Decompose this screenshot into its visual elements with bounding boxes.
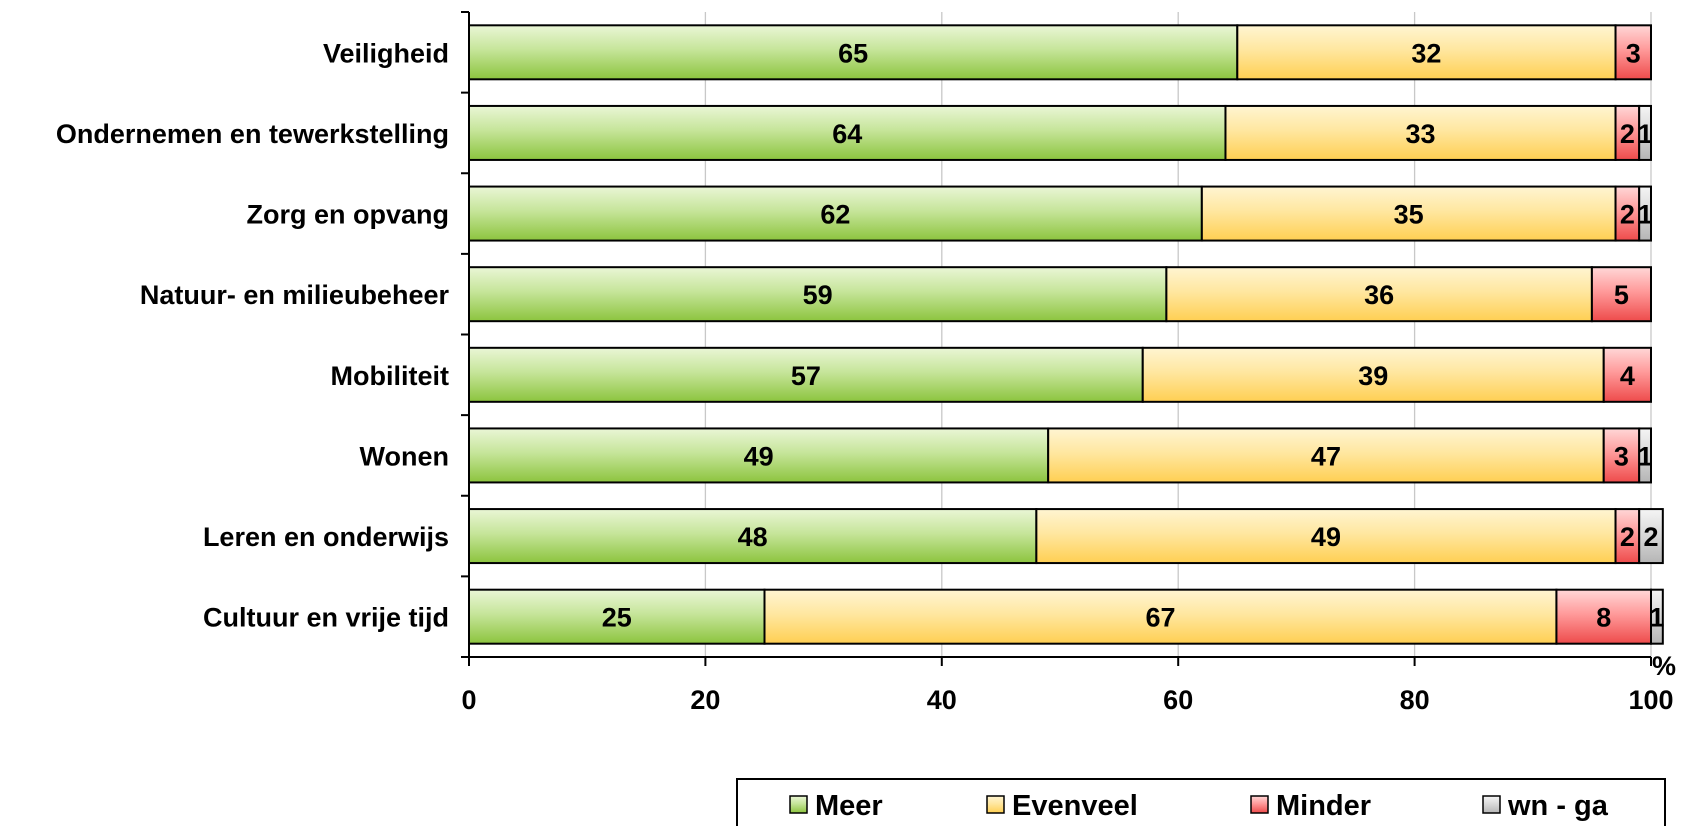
data-label: 2 <box>1643 522 1658 552</box>
data-label: 39 <box>1358 361 1388 391</box>
data-label: 57 <box>791 361 821 391</box>
data-label: 49 <box>1311 522 1341 552</box>
data-label: 2 <box>1620 522 1635 552</box>
bar-wn-ga-2 <box>1638 104 1653 161</box>
x-tick-label: 0 <box>461 685 476 715</box>
data-label: 48 <box>738 522 768 552</box>
axes: Veiligheid Ondernemen en tewerkstelling Zo… <box>56 11 1676 715</box>
category-label: Wonen <box>360 441 450 471</box>
bar-wn-ga-6 <box>1638 427 1653 484</box>
bar-Meer-1 <box>468 24 1239 81</box>
x-tick-label: 40 <box>927 685 957 715</box>
category-label: Cultuur en vrije tijd <box>203 603 449 633</box>
bar-Meer-5 <box>468 346 1144 403</box>
data-label: 65 <box>838 38 868 68</box>
data-label: 25 <box>602 603 632 633</box>
legend-label: Meer <box>815 790 883 822</box>
data-label: 8 <box>1596 603 1611 633</box>
legend-label: Minder <box>1276 790 1371 822</box>
bar-Minder-6 <box>1602 427 1641 484</box>
x-tick-label: 100 <box>1628 685 1673 715</box>
bar-wn-ga-8 <box>1650 588 1664 645</box>
data-label: 49 <box>744 441 774 471</box>
data-label: 5 <box>1614 280 1629 310</box>
x-tick-label: 20 <box>690 685 720 715</box>
bar-Evenveel-5 <box>1141 346 1605 403</box>
legend: Meer Evenveel Minder wn - ga <box>736 778 1666 826</box>
data-label: 2 <box>1620 119 1635 149</box>
legend-swatch-wn-ga <box>1482 795 1501 814</box>
bar-wn-ga-7 <box>1638 508 1664 565</box>
data-label: 1 <box>1638 441 1653 471</box>
data-label: 4 <box>1620 361 1635 391</box>
category-label: Mobiliteit <box>331 361 449 391</box>
legend-label: Evenveel <box>1012 790 1138 822</box>
category-label: Ondernemen en tewerkstelling <box>56 119 449 149</box>
bar-Evenveel-2 <box>1224 104 1617 161</box>
data-label: 33 <box>1405 119 1435 149</box>
data-label: 36 <box>1364 280 1394 310</box>
data-label: 1 <box>1638 200 1653 230</box>
legend-box <box>736 778 1666 826</box>
data-label: 3 <box>1626 38 1641 68</box>
bar-Meer-4 <box>468 266 1168 323</box>
data-label: 2 <box>1620 200 1635 230</box>
bar-Minder-5 <box>1602 346 1652 403</box>
category-label: Zorg en opvang <box>247 200 450 230</box>
bar-wn-ga-3 <box>1638 185 1653 242</box>
bars: 65 32 364 33 2 162 35 2 159 36 557 39 449 47 3 148 49 2 22… <box>468 24 1664 645</box>
data-label: 67 <box>1145 603 1175 633</box>
bar-Minder-1 <box>1614 24 1653 81</box>
legend-label: wn - ga <box>1507 790 1609 822</box>
data-label: 47 <box>1311 441 1341 471</box>
data-label: 64 <box>832 119 862 149</box>
data-label: 62 <box>820 200 850 230</box>
category-label: Leren en onderwijs <box>203 522 449 552</box>
data-label: 35 <box>1394 200 1424 230</box>
data-label: 32 <box>1411 38 1441 68</box>
bar-Minder-4 <box>1590 266 1653 323</box>
bar-Evenveel-6 <box>1047 427 1605 484</box>
bar-Evenveel-1 <box>1236 24 1617 81</box>
data-label: 1 <box>1649 603 1664 633</box>
category-label: Natuur- en milieubeheer <box>140 280 450 310</box>
bar-Evenveel-7 <box>1035 508 1617 565</box>
bar-Evenveel-3 <box>1200 185 1617 242</box>
data-label: 3 <box>1614 441 1629 471</box>
x-tick-label: 80 <box>1400 685 1430 715</box>
bar-Meer-6 <box>468 427 1050 484</box>
data-label: 1 <box>1638 119 1653 149</box>
category-label: Veiligheid <box>323 38 449 68</box>
bar-Evenveel-4 <box>1165 266 1593 323</box>
legend-swatch-Minder <box>1250 795 1269 814</box>
bar-Minder-8 <box>1555 588 1652 645</box>
legend-swatch-Meer <box>789 795 808 814</box>
x-axis-label: % <box>1652 651 1676 681</box>
data-label: 59 <box>803 280 833 310</box>
bar-Evenveel-8 <box>763 588 1558 645</box>
legend-swatch-Evenveel <box>986 795 1005 814</box>
x-tick-label: 60 <box>1163 685 1193 715</box>
